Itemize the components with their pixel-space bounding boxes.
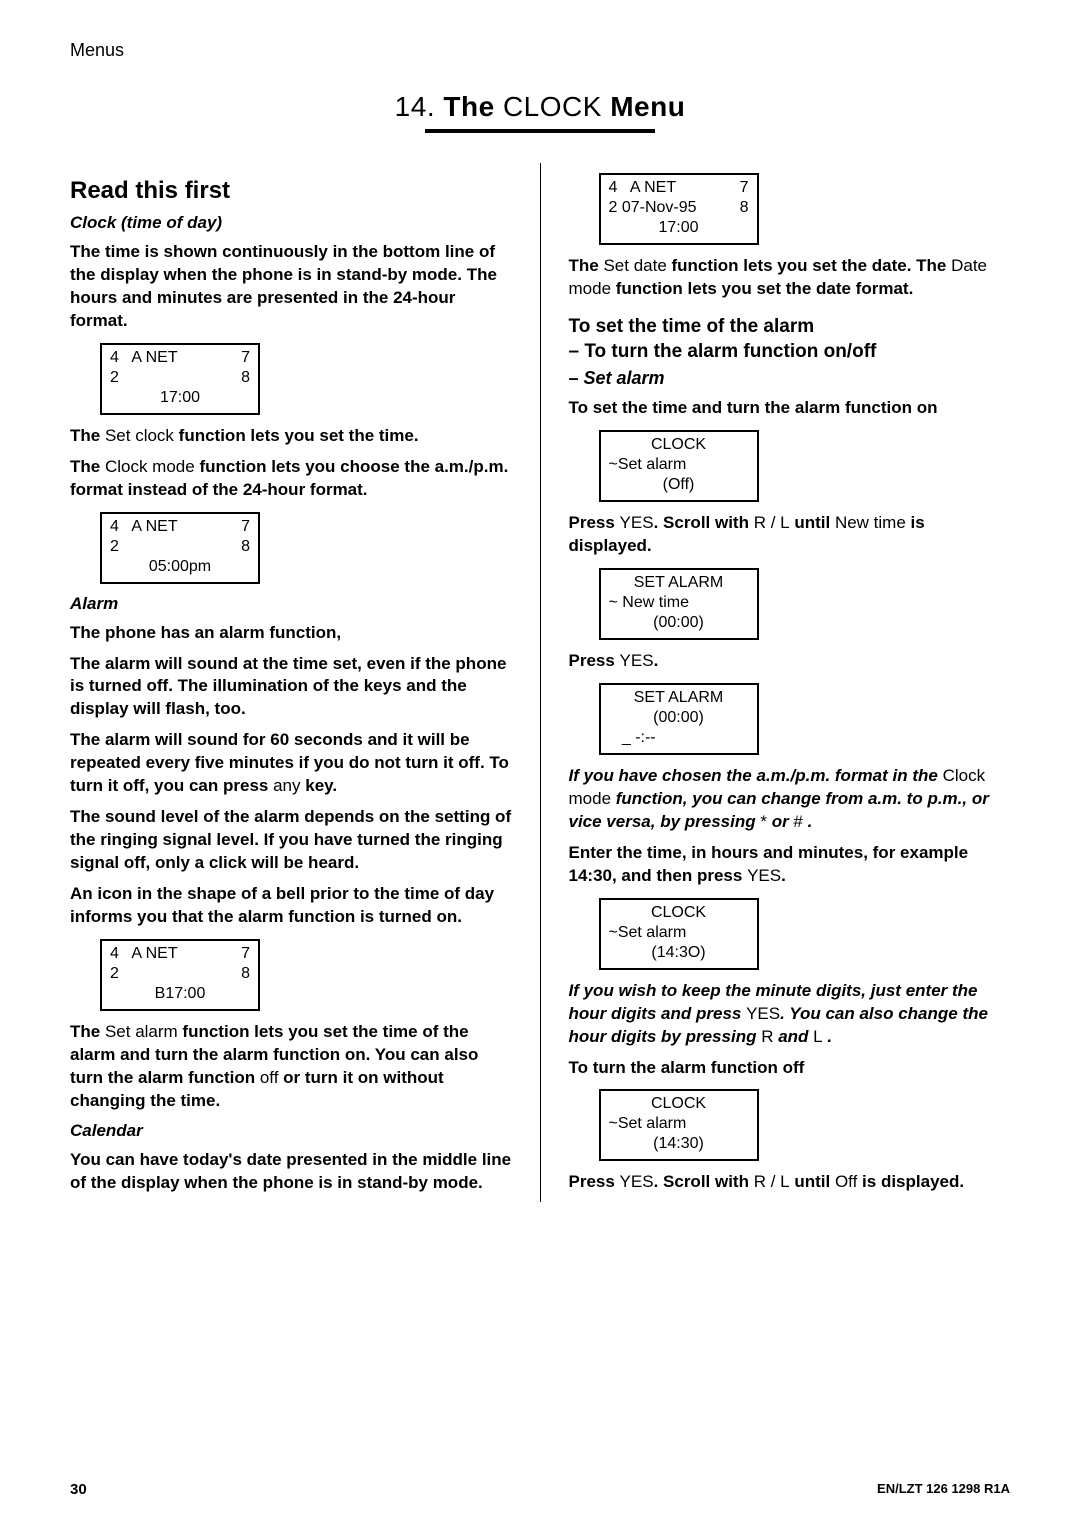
chapter-number: 14.	[395, 91, 435, 122]
body-text: The Set date function lets you set the d…	[569, 255, 1011, 301]
lcd-row: ~Set alarm	[609, 455, 749, 475]
chapter-clock: CLOCK	[503, 91, 602, 122]
lcd-display: 4 A NET7 2 07-Nov-958 17:00	[599, 173, 759, 245]
body-text: The alarm will sound for 60 seconds and …	[70, 729, 512, 798]
body-text: Press YES.	[569, 650, 1011, 673]
lcd-row: SET ALARM	[609, 573, 749, 593]
body-text: The Set clock function lets you set the …	[70, 425, 512, 448]
page: Menus 14. The CLOCK Menu Read this first…	[0, 0, 1080, 1528]
lcd-display: SET ALARM ~ New time (00:00)	[599, 568, 759, 640]
left-column: Read this first Clock (time of day) The …	[70, 163, 512, 1202]
chapter-menu: Menu	[610, 91, 685, 122]
lcd-display: SET ALARM (00:00) _ -:--	[599, 683, 759, 755]
lcd-display: 4 A NET7 28 05:00pm	[100, 512, 260, 584]
section-heading: To set the time of the alarm – To turn t…	[569, 315, 1011, 364]
note-text: If you wish to keep the minute digits, j…	[569, 980, 1011, 1049]
lcd-row: ~ New time	[609, 593, 749, 613]
doc-id: EN/LZT 126 1298 R1A	[877, 1481, 1010, 1498]
lcd-row: (Off)	[609, 475, 749, 495]
page-number: 30	[70, 1481, 87, 1498]
lcd-row: CLOCK	[609, 1094, 749, 1114]
lcd-row: 28	[110, 368, 250, 388]
chapter-the: The	[443, 91, 494, 122]
lcd-row: 4 A NET7	[110, 944, 250, 964]
chapter-title: 14. The CLOCK Menu	[70, 91, 1010, 123]
page-footer: 30 EN/LZT 126 1298 R1A	[70, 1481, 1010, 1498]
heading-line: To set the time of the alarm	[569, 315, 1011, 340]
lcd-row: 17:00	[110, 388, 250, 408]
subsection-heading: Calendar	[70, 1121, 512, 1141]
lcd-row: CLOCK	[609, 435, 749, 455]
lcd-row: (14:30)	[609, 1134, 749, 1154]
body-text: Enter the time, in hours and minutes, fo…	[569, 842, 1011, 888]
lcd-row: 05:00pm	[110, 557, 250, 577]
heading-line: – To turn the alarm function on/off	[569, 340, 1011, 365]
lcd-row: 28	[110, 964, 250, 984]
body-text: The alarm will sound at the time set, ev…	[70, 653, 512, 722]
body-text: Press YES. Scroll with R / L until Off i…	[569, 1171, 1011, 1194]
lcd-row: B17:00	[110, 984, 250, 1004]
subsection-heading: – Set alarm	[569, 368, 1011, 389]
lcd-row: (14:3O)	[609, 943, 749, 963]
subsection-heading: Clock (time of day)	[70, 213, 512, 233]
right-column: 4 A NET7 2 07-Nov-958 17:00 The Set date…	[569, 163, 1011, 1202]
note-text: If you have chosen the a.m./p.m. format …	[569, 765, 1011, 834]
lcd-display: CLOCK ~Set alarm (14:30)	[599, 1089, 759, 1161]
lcd-row: 4 A NET7	[110, 517, 250, 537]
lcd-row: 2 07-Nov-958	[609, 198, 749, 218]
lcd-row: 28	[110, 537, 250, 557]
body-text: Press YES. Scroll with R / L until New t…	[569, 512, 1011, 558]
running-head: Menus	[70, 40, 1010, 61]
body-text: You can have today's date presented in t…	[70, 1149, 512, 1195]
lcd-row: 17:00	[609, 218, 749, 238]
columns: Read this first Clock (time of day) The …	[70, 163, 1010, 1202]
body-text: The sound level of the alarm depends on …	[70, 806, 512, 875]
body-text: To set the time and turn the alarm funct…	[569, 397, 1011, 420]
lcd-row: ~Set alarm	[609, 923, 749, 943]
lcd-display: 4 A NET7 28 B17:00	[100, 939, 260, 1011]
body-text: The time is shown continuously in the bo…	[70, 241, 512, 333]
lcd-display: CLOCK ~Set alarm (14:3O)	[599, 898, 759, 970]
lcd-row: CLOCK	[609, 903, 749, 923]
lcd-row: (00:00)	[609, 613, 749, 633]
body-text: The Clock mode function lets you choose …	[70, 456, 512, 502]
subsection-heading: Alarm	[70, 594, 512, 614]
column-divider	[540, 163, 541, 1202]
lcd-display: 4 A NET7 28 17:00	[100, 343, 260, 415]
title-underline	[425, 129, 655, 133]
lcd-row: 4 A NET7	[110, 348, 250, 368]
section-heading: Read this first	[70, 177, 512, 205]
body-text: An icon in the shape of a bell prior to …	[70, 883, 512, 929]
body-text: The Set alarm function lets you set the …	[70, 1021, 512, 1113]
lcd-display: CLOCK ~Set alarm (Off)	[599, 430, 759, 502]
lcd-row: _ -:--	[609, 728, 749, 748]
body-text: To turn the alarm function off	[569, 1057, 1011, 1080]
lcd-row: 4 A NET7	[609, 178, 749, 198]
lcd-row: ~Set alarm	[609, 1114, 749, 1134]
lcd-row: (00:00)	[609, 708, 749, 728]
body-text: The phone has an alarm function,	[70, 622, 512, 645]
lcd-row: SET ALARM	[609, 688, 749, 708]
